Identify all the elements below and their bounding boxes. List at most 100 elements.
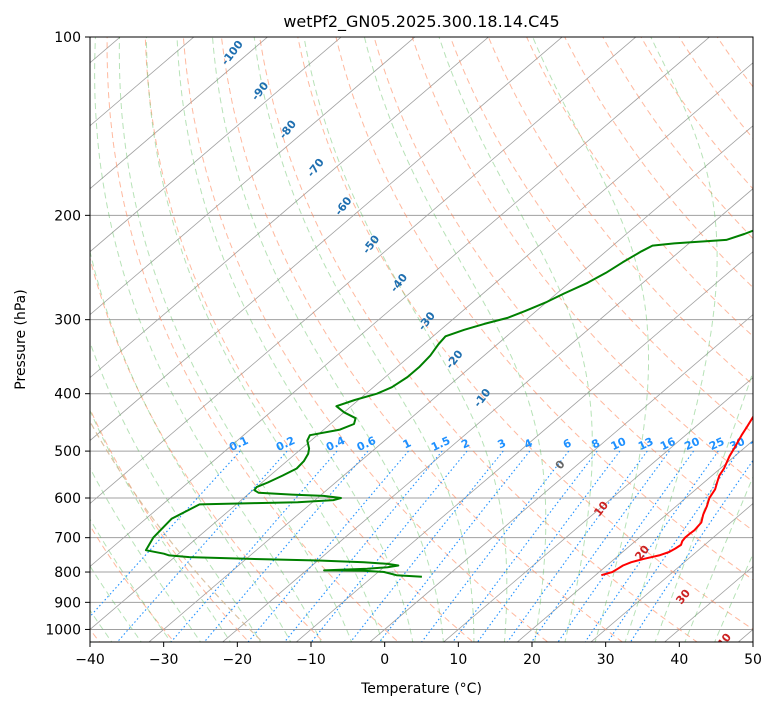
mixing-ratio-label: 16 xyxy=(658,435,678,453)
chart-title: wetPf2_GN05.2025.300.18.14.C45 xyxy=(283,12,559,32)
y-tick-label: 700 xyxy=(54,531,81,547)
y-tick-label: 400 xyxy=(54,387,81,403)
isotherm-line xyxy=(369,314,753,642)
mixing-ratio-line xyxy=(607,450,740,642)
isotherm-line xyxy=(90,37,416,316)
isotherm-line xyxy=(664,565,753,642)
x-tick-label: 20 xyxy=(523,652,541,668)
moist-adiabat-line xyxy=(714,552,753,642)
isotherm-line xyxy=(90,62,753,630)
x-tick-label: −20 xyxy=(223,652,253,668)
moist-adiabat-line xyxy=(363,37,547,642)
moist-adiabat-line xyxy=(253,37,475,642)
isotherm-line xyxy=(148,125,753,642)
mixing-ratio-line xyxy=(557,450,695,642)
adiabat-label: -50 xyxy=(360,232,383,256)
mixing-ratio-line xyxy=(283,450,443,642)
dry-adiabat-line xyxy=(221,37,624,642)
adiabat-label: -70 xyxy=(304,156,327,180)
y-tick-label: 900 xyxy=(54,595,81,611)
moist-adiabat-line xyxy=(90,341,262,642)
x-tick-label: 40 xyxy=(670,652,688,668)
x-tick-label: −40 xyxy=(75,652,105,668)
dry-adiabat-line xyxy=(259,37,698,642)
mixing-ratio-line xyxy=(203,450,369,642)
dry-adiabat-line xyxy=(90,524,175,642)
x-tick-label: 30 xyxy=(597,652,615,668)
dry-adiabat-line xyxy=(564,37,753,289)
moist-adiabat-line xyxy=(90,518,172,642)
y-axis: 100 200 300 400 500 600 700 800 900 1000 xyxy=(45,30,90,638)
moist-adiabat-line xyxy=(684,475,753,642)
adiabat-label: 0 xyxy=(553,458,568,472)
isotherm-line xyxy=(90,37,490,379)
adiabat-label: 40 xyxy=(714,631,734,651)
moist-adiabat-line xyxy=(176,37,414,642)
isotherm-line xyxy=(737,628,753,642)
moist-adiabat-line xyxy=(211,37,444,642)
mixing-ratio-line xyxy=(310,450,468,642)
dewpoint-line xyxy=(144,229,753,578)
isotherm-line xyxy=(90,37,637,505)
mixing-ratio-label: 10 xyxy=(609,435,629,453)
plot-frame xyxy=(89,36,754,643)
isotherm-line xyxy=(516,440,753,642)
mixing-ratio-label: 2 xyxy=(459,436,471,451)
y-tick-label: 100 xyxy=(54,30,81,46)
mixing-ratio-line xyxy=(116,450,288,642)
x-tick-label: 0 xyxy=(380,652,389,668)
y-tick-label: 800 xyxy=(54,565,81,581)
isotherm-line xyxy=(90,37,711,568)
mixing-ratio-label: 25 xyxy=(707,435,726,453)
dry-adiabat-line xyxy=(335,37,753,581)
mixing-ratio-line xyxy=(629,459,753,642)
mixing-ratio-line xyxy=(349,450,504,642)
dry-adiabat-line xyxy=(90,256,325,642)
mixing-ratio-label: 1 xyxy=(401,436,413,451)
mixing-ratio-line xyxy=(90,450,241,618)
x-tick-label: 10 xyxy=(449,652,467,668)
isotherm-line xyxy=(90,37,195,127)
y-tick-label: 200 xyxy=(54,208,81,224)
y-tick-label: 300 xyxy=(54,313,81,329)
dry-adiabat-line xyxy=(602,37,753,240)
y-tick-label: 500 xyxy=(54,444,81,460)
moist-adiabat-line xyxy=(90,565,142,642)
isotherm-line xyxy=(0,24,62,654)
dry-adiabat-line xyxy=(449,37,753,434)
moist-adiabat-line xyxy=(90,409,232,642)
x-axis: −40 −30 −20 −10 0 10 20 30 40 50 xyxy=(75,642,762,668)
adiabat-label: -60 xyxy=(332,194,355,218)
dry-adiabat-line xyxy=(106,37,400,642)
moist-adiabat-line xyxy=(303,37,508,642)
isotherm-line xyxy=(90,37,563,442)
x-tick-label: 50 xyxy=(744,652,762,668)
x-tick-label: −30 xyxy=(149,652,179,668)
dry-adiabat-line xyxy=(373,37,753,532)
mixing-ratio-label: 36 xyxy=(748,435,768,453)
mixing-ratio-line xyxy=(247,450,409,642)
mixing-ratio-label: 20 xyxy=(682,435,702,453)
mixing-ratio-line xyxy=(170,450,338,642)
moist-adiabat-line xyxy=(94,37,322,642)
isotherm-line xyxy=(295,251,753,642)
temperature-line xyxy=(601,415,753,577)
background-lines xyxy=(0,24,753,654)
isotherm-line xyxy=(90,37,342,253)
mixing-ratio-line xyxy=(452,450,598,642)
adiabat-label: -30 xyxy=(415,309,438,333)
dry-adiabat-line xyxy=(640,37,753,190)
moist-adiabat-line xyxy=(90,609,113,642)
mixing-ratio-label: 6 xyxy=(561,436,574,451)
adiabat-label: 30 xyxy=(673,587,693,607)
adiabat-label: -20 xyxy=(443,347,466,371)
mixing-ratio-line xyxy=(530,450,670,642)
dry-adiabat-line xyxy=(411,37,753,483)
moist-adiabat-line xyxy=(145,37,383,642)
mixing-ratio-label: 4 xyxy=(522,436,535,451)
adiabat-label: -100 xyxy=(219,38,246,68)
dry-adiabat-line xyxy=(526,37,753,337)
adiabat-label: -10 xyxy=(471,386,494,410)
moist-adiabat-line xyxy=(624,37,718,642)
